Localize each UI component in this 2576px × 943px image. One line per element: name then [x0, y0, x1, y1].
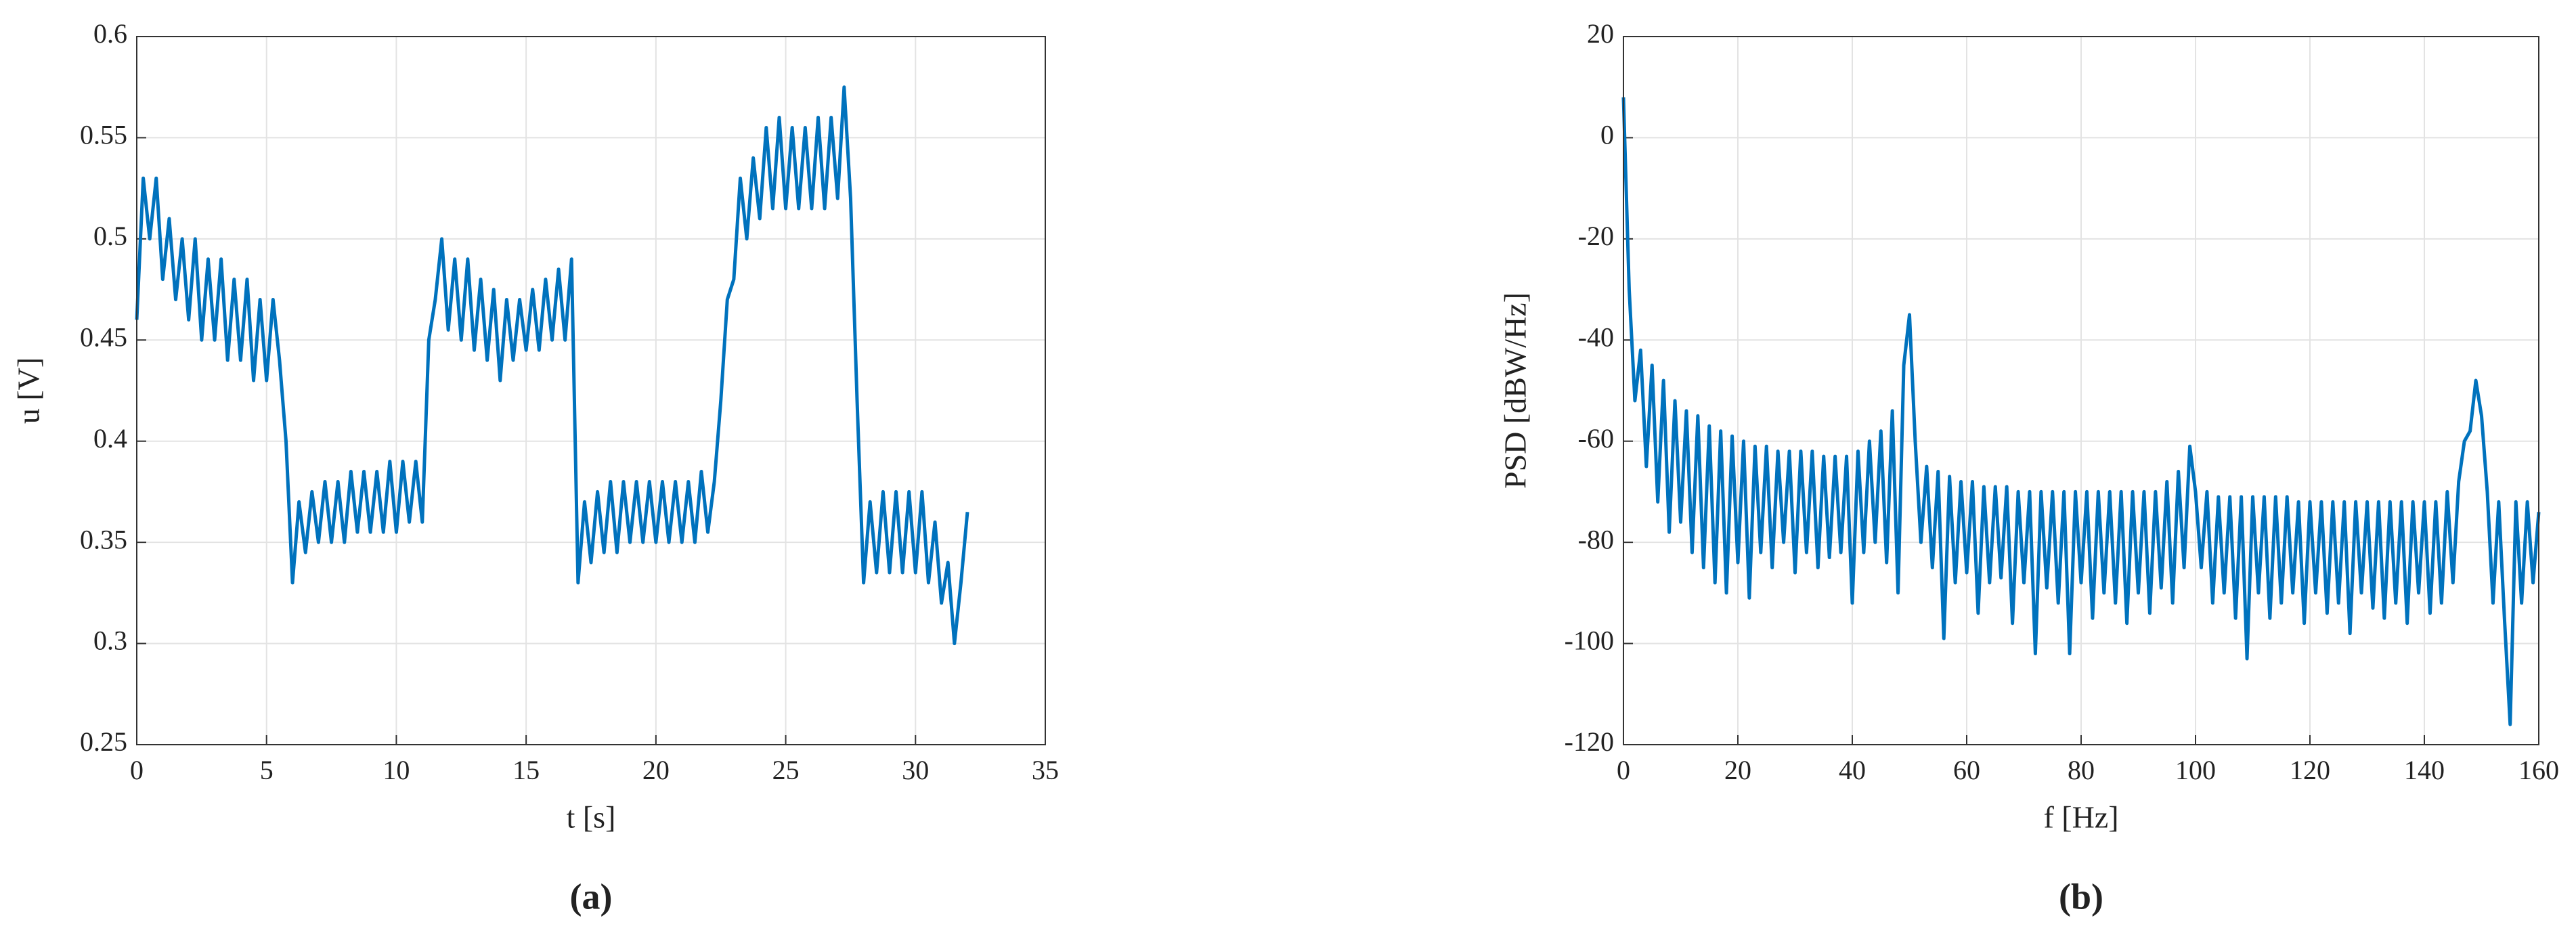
x-tick-label: 0: [1617, 755, 1630, 785]
y-tick-label: 0.3: [93, 626, 127, 656]
x-tick-label: 35: [1032, 755, 1059, 785]
x-tick-label: 60: [1953, 755, 1980, 785]
y-tick-label: 0.55: [80, 120, 127, 150]
x-tick-label: 80: [2068, 755, 2095, 785]
x-tick-label: 10: [383, 755, 410, 785]
y-tick-label: 0.25: [80, 726, 127, 757]
y-tick-label: 0.35: [80, 524, 127, 554]
axes-box: [136, 36, 1046, 745]
x-axis-label: f [Hz]: [2043, 800, 2118, 835]
caption: (a): [570, 876, 613, 917]
x-tick-label: 20: [642, 755, 670, 785]
y-tick-label: -80: [1578, 524, 1614, 554]
y-tick-label: -40: [1578, 322, 1614, 352]
x-tick-label: 160: [2518, 755, 2559, 785]
x-tick-label: 40: [1839, 755, 1866, 785]
x-tick-label: 0: [130, 755, 144, 785]
y-tick-label: 0: [1600, 120, 1614, 150]
x-tick-label: 30: [902, 755, 929, 785]
y-tick-label: 20: [1587, 18, 1614, 49]
y-tick-label: -20: [1578, 221, 1614, 251]
y-axis-label: PSD [dBW/Hz]: [1498, 292, 1533, 489]
x-tick-label: 25: [772, 755, 800, 785]
data-line: [135, 85, 969, 646]
y-tick-label: -120: [1565, 726, 1614, 757]
y-tick-label: 0.4: [93, 423, 127, 454]
y-tick-label: -100: [1565, 626, 1614, 656]
axes-box: [1623, 36, 2539, 745]
x-tick-label: 120: [2290, 755, 2330, 785]
x-tick-label: 15: [512, 755, 540, 785]
x-tick-label: 100: [2175, 755, 2216, 785]
data-line: [1621, 97, 2541, 726]
plot-area: [137, 37, 1045, 745]
y-tick-label: 0.5: [93, 221, 127, 251]
y-tick-label: -60: [1578, 423, 1614, 454]
y-tick-label: 0.6: [93, 18, 127, 49]
y-tick-label: 0.45: [80, 322, 127, 352]
x-tick-label: 140: [2404, 755, 2445, 785]
x-axis-label: t [s]: [567, 800, 616, 835]
caption: (b): [2059, 876, 2103, 917]
y-axis-label: u [V]: [12, 357, 46, 424]
x-tick-label: 20: [1724, 755, 1751, 785]
x-tick-label: 5: [260, 755, 274, 785]
